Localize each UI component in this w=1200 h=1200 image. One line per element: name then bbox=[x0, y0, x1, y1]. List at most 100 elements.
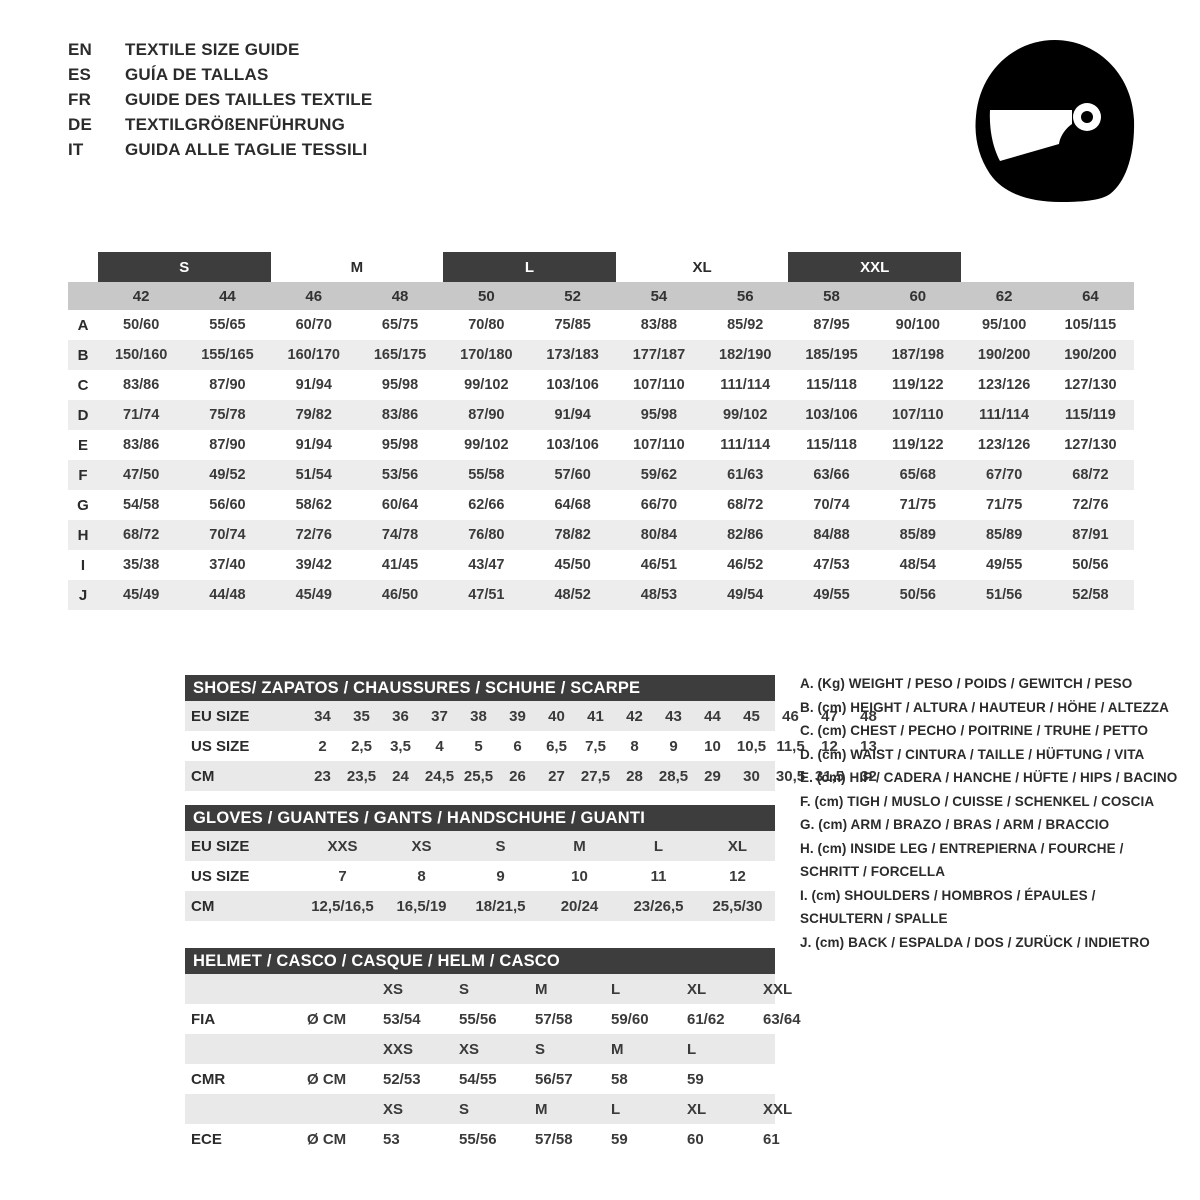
helmet-cell: 53/54 bbox=[383, 1010, 421, 1028]
shoes-table: SHOES/ ZAPATOS / CHAUSSURES / SCHUHE / S… bbox=[185, 675, 877, 791]
helmet-cell: 63/64 bbox=[763, 1010, 801, 1028]
shoes-cell: 23,5 bbox=[346, 767, 377, 785]
cell-F-48: 53/56 bbox=[381, 467, 419, 483]
shoes-cell: 41 bbox=[587, 707, 604, 725]
cell-C-52: 103/106 bbox=[546, 377, 599, 393]
cell-I-54: 46/51 bbox=[640, 557, 678, 573]
cell-F-44: 49/52 bbox=[209, 467, 246, 483]
shoes-cell: 12 bbox=[821, 737, 838, 755]
title-lang-code: FR bbox=[68, 90, 92, 109]
shoes-cell: 38 bbox=[470, 707, 487, 725]
cell-F-54: 59/62 bbox=[640, 467, 678, 483]
legend-line: F. (cm) TIGH / MUSLO / CUISSE / SCHENKEL… bbox=[800, 793, 1155, 809]
shoes-cell: 35 bbox=[353, 707, 370, 725]
shoes-cell: 34 bbox=[314, 707, 331, 725]
helmet-value-row: FIA Ø CM 53/54 55/56 57/58 59/60 61/62 63/64 bbox=[185, 1004, 801, 1034]
cell-G-44: 56/60 bbox=[209, 497, 246, 513]
cell-D-56: 99/102 bbox=[723, 407, 768, 423]
row-label-D: D bbox=[77, 406, 89, 424]
shoes-cell: 26 bbox=[509, 767, 526, 785]
cell-B-58: 185/195 bbox=[805, 347, 858, 363]
cell-G-42: 54/58 bbox=[123, 497, 160, 513]
helmet-cell: 59 bbox=[687, 1070, 704, 1088]
table-row: C 83/86 87/90 91/94 95/98 99/102 103/106 107/11… bbox=[68, 370, 1134, 400]
cell-G-52: 64/68 bbox=[554, 497, 591, 513]
helmet-size-label: XS bbox=[383, 980, 404, 998]
helmet-size-label: S bbox=[535, 1040, 546, 1058]
helmet-size-label: XS bbox=[383, 1100, 404, 1118]
cell-E-62: 123/126 bbox=[977, 437, 1031, 453]
cell-H-60: 85/89 bbox=[899, 527, 936, 543]
row-label-E: E bbox=[77, 436, 88, 454]
cell-B-46: 160/170 bbox=[287, 347, 340, 363]
helmet-size-label: M bbox=[535, 980, 548, 998]
size-header-52: 52 bbox=[564, 287, 581, 305]
cell-A-64: 105/115 bbox=[1064, 317, 1117, 333]
shoes-cell: 10,5 bbox=[736, 737, 767, 755]
shoes-cell: 30,5 bbox=[775, 767, 806, 785]
helmet-size-label: S bbox=[459, 980, 470, 998]
helmet-table: HELMET / CASCO / CASQUE / HELM / CASCO X… bbox=[185, 948, 801, 1154]
cell-J-46: 45/49 bbox=[295, 587, 332, 603]
legend-line: SCHRITT / FORCELLA bbox=[800, 864, 946, 879]
shoes-cell: 13 bbox=[860, 737, 877, 755]
size-header-46: 46 bbox=[305, 287, 323, 305]
helmet-size-label: M bbox=[535, 1100, 548, 1118]
title-text: TEXTILGRÖßENFÜHRUNG bbox=[125, 115, 346, 134]
table-row: D 71/74 75/78 79/82 83/86 87/90 91/94 95/98 99/1… bbox=[68, 400, 1134, 430]
shoes-cell: 10 bbox=[704, 737, 721, 755]
cell-I-60: 48/54 bbox=[899, 557, 936, 573]
cell-E-48: 95/98 bbox=[381, 437, 419, 453]
size-band-XXL: XXL bbox=[788, 252, 961, 282]
shoes-row: EU SIZE 34 35 36 37 38 39 40 41 42 43 44 45 46 47 48 bbox=[185, 701, 877, 731]
cell-B-44: 155/165 bbox=[201, 347, 254, 363]
row-label-J: J bbox=[78, 586, 88, 604]
cell-H-54: 80/84 bbox=[640, 527, 678, 543]
helmet-value-cells: Ø CM 53 55/56 57/58 59 60 61 bbox=[303, 1124, 835, 1154]
cell-A-60: 90/100 bbox=[895, 317, 940, 333]
cell-J-52: 48/52 bbox=[554, 587, 591, 603]
size-header-42: 42 bbox=[132, 287, 150, 305]
cell-H-44: 70/74 bbox=[209, 527, 246, 543]
title-row-it: IT GUIDA ALLE TAGLIE TESSILI bbox=[68, 140, 372, 165]
shoes-row-cells: 34 35 36 37 38 39 40 41 42 43 44 45 46 47 48 bbox=[303, 701, 888, 731]
legend-line: J. (cm) BACK / ESPALDA / DOS / ZURÜCK / … bbox=[800, 934, 1150, 950]
shoes-cell: 37 bbox=[431, 707, 448, 725]
gloves-row-cells: XXS XS S M L XL bbox=[303, 831, 777, 861]
helmet-size-label: XXL bbox=[763, 980, 793, 998]
gloves-cell: M bbox=[573, 837, 586, 855]
cell-E-46: 91/94 bbox=[295, 437, 332, 453]
cell-C-56: 111/114 bbox=[720, 377, 771, 393]
shoes-cell: 25,5 bbox=[463, 767, 494, 785]
cell-G-60: 71/75 bbox=[899, 497, 936, 513]
cell-D-52: 91/94 bbox=[554, 407, 591, 423]
cell-C-44: 87/90 bbox=[209, 377, 246, 393]
legend-line: H. (cm) INSIDE LEG / ENTREPIERNA / FOURC… bbox=[800, 840, 1124, 856]
size-header-50: 50 bbox=[477, 287, 495, 305]
cell-G-46: 58/62 bbox=[295, 497, 332, 513]
gloves-cell: 23/26,5 bbox=[633, 897, 684, 915]
racing-helmet-icon bbox=[960, 32, 1150, 207]
cell-J-64: 52/58 bbox=[1072, 587, 1109, 603]
cell-B-50: 170/180 bbox=[460, 347, 513, 363]
gloves-cell: L bbox=[653, 837, 664, 855]
cell-I-62: 49/55 bbox=[985, 557, 1023, 573]
cell-D-42: 71/74 bbox=[123, 407, 160, 423]
helmet-cell: 54/55 bbox=[459, 1070, 497, 1088]
helmet-size-cells: XS S M L XL XXL bbox=[303, 974, 835, 1004]
shoes-row-label: CM bbox=[191, 767, 215, 785]
cell-I-64: 50/56 bbox=[1072, 557, 1109, 573]
legend-line: SCHULTERN / SPALLE bbox=[800, 911, 948, 926]
row-label-F: F bbox=[78, 466, 88, 484]
cell-J-58: 49/55 bbox=[813, 587, 850, 603]
helmet-standard-label: ECE bbox=[191, 1130, 222, 1148]
gloves-cell: 7 bbox=[338, 867, 347, 885]
cell-C-46: 91/94 bbox=[295, 377, 332, 393]
cell-H-52: 78/82 bbox=[554, 527, 591, 543]
textile-size-table: S M L XL XXL 42 44 46 48 50 52 54 56 58 60 62 64 A 50/60… bbox=[68, 252, 1134, 610]
cell-H-64: 87/91 bbox=[1072, 527, 1109, 543]
helmet-cell: 61 bbox=[763, 1130, 780, 1148]
cell-C-60: 119/122 bbox=[892, 377, 944, 393]
table-row: E 83/86 87/90 91/94 95/98 99/102 103/106 107/11… bbox=[68, 430, 1134, 460]
shoes-cell: 2,5 bbox=[351, 737, 372, 755]
